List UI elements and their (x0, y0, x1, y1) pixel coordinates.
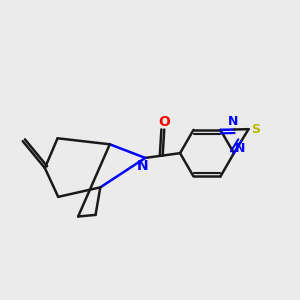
Text: N: N (235, 142, 245, 155)
Text: O: O (158, 115, 170, 129)
Text: N: N (136, 159, 148, 173)
Text: S: S (251, 123, 260, 136)
Text: N: N (228, 116, 238, 128)
